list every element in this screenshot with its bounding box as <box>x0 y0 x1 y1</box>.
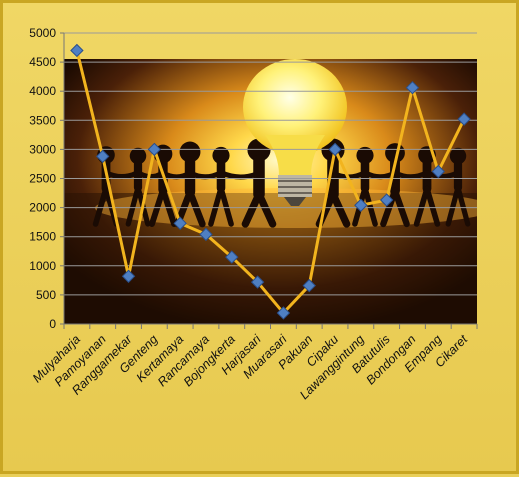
joined-hands <box>218 170 262 180</box>
joined-hands <box>392 170 430 180</box>
axes <box>63 33 478 329</box>
person-silhouette <box>241 138 277 228</box>
y-tick-label: 2500 <box>29 172 56 186</box>
data-point <box>405 81 420 95</box>
data-point <box>250 275 265 289</box>
series-line <box>75 50 466 315</box>
data-point <box>225 250 239 264</box>
x-axis-tick-labels: MulyaharjaPamoyananRanggamekarGentengKer… <box>30 331 471 402</box>
joined-hands <box>103 170 141 180</box>
data-point <box>199 227 213 242</box>
y-tick-label: 4500 <box>29 55 56 69</box>
series-layer <box>70 43 471 320</box>
y-tick-label: 2000 <box>29 201 56 215</box>
person-silhouette <box>208 146 234 227</box>
y-tick-label: 1500 <box>29 230 56 244</box>
data-point <box>96 149 110 164</box>
data-point <box>121 269 136 283</box>
y-tick-label: 3000 <box>29 142 56 156</box>
y-tick-label: 5000 <box>29 26 56 40</box>
line-chart: 0 500 1000 1500 2000 2500 3000 3500 4000 4500 5000… <box>29 26 478 402</box>
y-tick-label: 3500 <box>29 113 56 127</box>
data-point <box>302 278 316 293</box>
person-silhouette <box>445 147 471 227</box>
data-point <box>379 193 394 207</box>
data-point <box>173 216 187 231</box>
data-point <box>354 198 368 212</box>
light-bulb <box>243 59 347 206</box>
y-axis-tick-labels: 0 500 1000 1500 2000 2500 3000 3500 4000 4500 5000 <box>29 26 56 331</box>
data-point <box>147 142 162 157</box>
joined-hands <box>187 170 224 180</box>
joined-hands <box>160 170 193 180</box>
y-tick-label: 0 <box>49 317 56 331</box>
data-point <box>70 43 84 58</box>
y-tick-label: 1000 <box>29 259 56 273</box>
data-point <box>276 306 291 320</box>
data-point <box>328 142 342 157</box>
data-point <box>431 164 445 179</box>
y-tick-label: 500 <box>36 288 56 302</box>
y-tick-label: 4000 <box>29 84 56 98</box>
data-point <box>457 112 471 126</box>
joined-hands <box>424 170 461 180</box>
